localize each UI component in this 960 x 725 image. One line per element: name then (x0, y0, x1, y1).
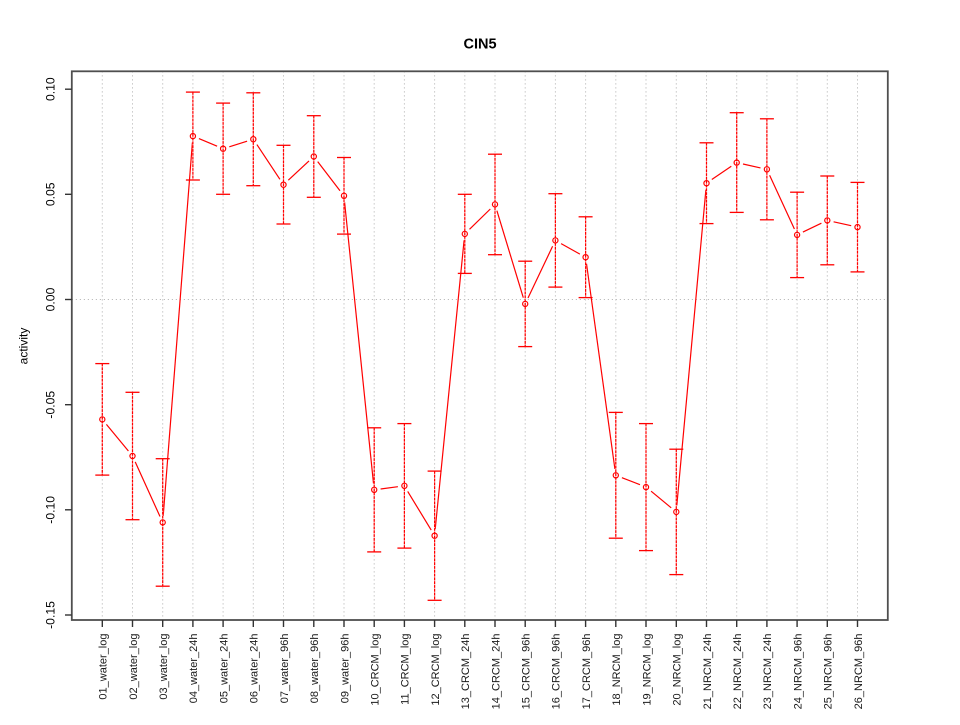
svg-text:10_CRCM_log: 10_CRCM_log (370, 634, 382, 706)
svg-text:14_CRCM_24h: 14_CRCM_24h (490, 634, 502, 710)
svg-text:11_CRCM_log: 11_CRCM_log (400, 634, 412, 705)
svg-text:-0.05: -0.05 (44, 391, 58, 419)
svg-text:20_NRCM_log: 20_NRCM_log (672, 634, 684, 706)
svg-text:13_CRCM_24h: 13_CRCM_24h (460, 634, 472, 710)
svg-text:06_water_24h: 06_water_24h (249, 634, 261, 704)
svg-text:04_water_24h: 04_water_24h (188, 634, 200, 704)
svg-text:activity: activity (17, 328, 31, 365)
svg-text:0.00: 0.00 (44, 287, 58, 311)
svg-text:15_CRCM_96h: 15_CRCM_96h (521, 634, 533, 710)
svg-text:21_NRCM_24h: 21_NRCM_24h (702, 634, 714, 710)
svg-text:23_NRCM_24h: 23_NRCM_24h (762, 634, 774, 710)
svg-text:26_NRCM_96h: 26_NRCM_96h (853, 634, 865, 710)
svg-text:08_water_96h: 08_water_96h (309, 634, 321, 704)
svg-text:05_water_24h: 05_water_24h (218, 634, 230, 704)
svg-text:24_NRCM_96h: 24_NRCM_96h (792, 634, 804, 710)
svg-text:17_CRCM_96h: 17_CRCM_96h (581, 634, 593, 710)
svg-text:CIN5: CIN5 (463, 36, 496, 52)
svg-text:09_water_96h: 09_water_96h (339, 634, 351, 704)
svg-text:0.10: 0.10 (44, 77, 58, 101)
svg-text:01_water_log: 01_water_log (98, 634, 110, 700)
svg-text:25_NRCM_96h: 25_NRCM_96h (823, 634, 835, 710)
svg-text:-0.15: -0.15 (44, 601, 58, 629)
svg-text:12_CRCM_log: 12_CRCM_log (430, 634, 442, 706)
svg-text:0.05: 0.05 (44, 182, 58, 206)
svg-text:22_NRCM_24h: 22_NRCM_24h (732, 634, 744, 710)
svg-text:16_CRCM_96h: 16_CRCM_96h (551, 634, 563, 710)
svg-text:19_NRCM_log: 19_NRCM_log (641, 634, 653, 706)
svg-text:02_water_log: 02_water_log (128, 634, 140, 700)
svg-text:03_water_log: 03_water_log (158, 634, 170, 700)
svg-text:18_NRCM_log: 18_NRCM_log (611, 634, 623, 706)
svg-text:-0.10: -0.10 (44, 496, 58, 524)
svg-text:07_water_96h: 07_water_96h (279, 634, 291, 704)
